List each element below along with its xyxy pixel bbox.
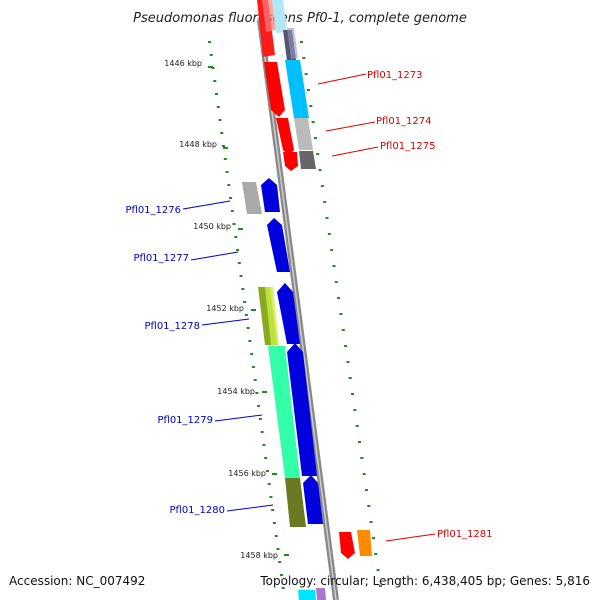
cog-bar <box>242 182 262 214</box>
ruler-label: 1448 kbp <box>179 140 217 149</box>
gene-feature[interactable] <box>339 532 355 559</box>
gene-feature[interactable] <box>264 62 285 117</box>
callout-line <box>385 533 436 542</box>
gene-feature[interactable] <box>287 343 317 476</box>
cog-bar <box>287 28 298 59</box>
gene-label-pfl01-1281[interactable]: Pfl01_1281 <box>437 529 493 540</box>
cog-bar <box>299 151 316 169</box>
callout-line <box>201 318 250 326</box>
callout-line <box>331 146 379 157</box>
cog-bar <box>268 346 300 478</box>
cog-bar <box>265 287 279 345</box>
callout-line <box>325 121 376 132</box>
gc-content-track <box>208 41 382 589</box>
cog-category-bars-left <box>242 182 306 527</box>
gene-callouts-left: Pfl01_1276 Pfl01_1277 Pfl01_1278 Pfl01_1… <box>125 200 274 516</box>
forward-strand-genes <box>257 0 355 559</box>
genome-summary-label: Topology: circular; Length: 6,438,405 bp… <box>259 574 590 588</box>
callout-line <box>214 414 263 422</box>
gene-label-pfl01-1274[interactable]: Pfl01_1274 <box>376 116 432 127</box>
ruler-label: 1450 kbp <box>193 222 231 231</box>
cog-bar <box>357 530 372 556</box>
gene-callouts-right: Pfl01_1273 Pfl01_1274 Pfl01_1275 Pfl01_1… <box>317 70 493 542</box>
cog-bar <box>294 118 313 150</box>
cog-category-bars-right <box>272 0 372 600</box>
gene-feature[interactable] <box>276 118 294 156</box>
gene-feature[interactable] <box>261 178 280 212</box>
gene-label-pfl01-1276[interactable]: Pfl01_1276 <box>125 205 181 216</box>
cog-bar <box>298 590 316 600</box>
callout-line <box>226 504 274 512</box>
ruler-label: 1458 kbp <box>240 551 278 560</box>
cog-bar <box>316 588 326 600</box>
ruler-label: 1446 kbp <box>164 59 202 68</box>
gene-feature[interactable] <box>267 218 290 272</box>
callout-line <box>182 200 231 210</box>
cog-bar <box>272 0 287 33</box>
gene-label-pfl01-1277[interactable]: Pfl01_1277 <box>133 253 189 264</box>
gene-label-pfl01-1280[interactable]: Pfl01_1280 <box>169 505 225 516</box>
callout-line <box>190 251 239 261</box>
gene-feature[interactable] <box>303 475 323 524</box>
gene-label-pfl01-1273[interactable]: Pfl01_1273 <box>367 70 423 81</box>
ruler-label: 1452 kbp <box>206 304 244 313</box>
gene-label-pfl01-1278[interactable]: Pfl01_1278 <box>144 321 200 332</box>
genome-backbone <box>257 19 339 600</box>
cog-bar <box>285 60 309 118</box>
accession-label: Accession: NC_007492 <box>9 574 145 588</box>
cog-bar <box>285 478 306 527</box>
callout-line <box>317 73 367 85</box>
gene-feature[interactable] <box>283 152 298 171</box>
map-title: Pseudomonas fluorescens Pf0-1, complete … <box>133 11 467 26</box>
gene-feature[interactable] <box>262 0 276 32</box>
ruler-label: 1454 kbp <box>217 387 255 396</box>
ruler: 1446 kbp 1448 kbp 1450 kbp 1452 kbp 1454… <box>164 59 289 560</box>
gene-feature[interactable] <box>277 283 300 344</box>
ruler-label: 1456 kbp <box>228 469 266 478</box>
gene-label-pfl01-1279[interactable]: Pfl01_1279 <box>157 415 213 426</box>
reverse-strand-genes <box>261 178 323 524</box>
gene-label-pfl01-1275[interactable]: Pfl01_1275 <box>380 141 436 152</box>
